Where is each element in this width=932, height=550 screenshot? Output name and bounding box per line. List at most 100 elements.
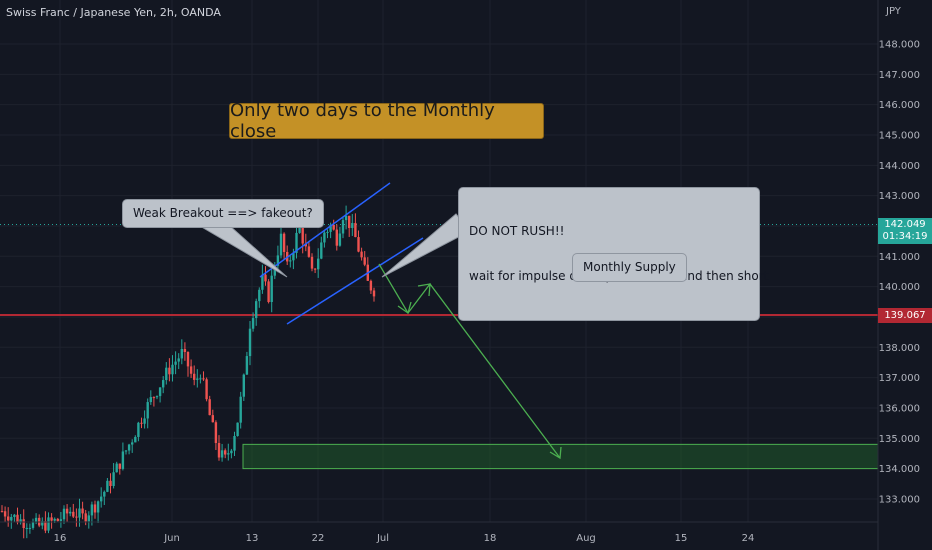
candle-body bbox=[261, 274, 264, 290]
candle-body bbox=[301, 224, 304, 244]
candle-body bbox=[332, 224, 335, 230]
candle-body bbox=[354, 223, 357, 238]
chart-title: Swiss Franc / Japanese Yen, 2h, OANDA bbox=[6, 6, 221, 19]
banner-note[interactable]: Only two days to the Monthly close bbox=[229, 100, 544, 142]
candle-body bbox=[87, 515, 90, 522]
candle-body bbox=[171, 364, 174, 375]
x-tick-label: 13 bbox=[246, 533, 259, 544]
candle-body bbox=[233, 436, 236, 451]
candle-body bbox=[62, 508, 66, 520]
projection-path bbox=[378, 263, 561, 459]
candle-body bbox=[242, 374, 245, 397]
candle-body bbox=[81, 508, 84, 514]
candle-body bbox=[25, 527, 28, 529]
candle-body bbox=[96, 501, 100, 513]
candle-body bbox=[41, 521, 44, 526]
candle-body bbox=[3, 511, 7, 517]
candle-body bbox=[251, 318, 255, 329]
candle-body bbox=[22, 519, 25, 529]
candle-body bbox=[363, 257, 366, 265]
candle-body bbox=[289, 260, 292, 262]
candle-body bbox=[202, 378, 205, 380]
monthly-supply-callout[interactable]: Monthly Supply bbox=[572, 253, 687, 282]
candle-body bbox=[344, 215, 348, 221]
candle-body bbox=[183, 349, 187, 353]
candle-body bbox=[227, 453, 230, 455]
candle-body bbox=[180, 349, 183, 359]
candle-body bbox=[211, 415, 214, 423]
candle-body bbox=[16, 514, 19, 523]
candle-body bbox=[50, 517, 53, 521]
candle-body bbox=[168, 367, 171, 375]
candle-body bbox=[103, 491, 106, 497]
do-not-rush-title: DO NOT RUSH!! bbox=[469, 224, 565, 238]
y-tick-label: 145.000 bbox=[879, 130, 920, 141]
candle-body bbox=[137, 422, 140, 437]
candle-body bbox=[304, 243, 307, 247]
candle-body bbox=[134, 436, 137, 443]
candle-body bbox=[313, 268, 317, 270]
candle-body bbox=[258, 289, 261, 302]
x-tick-label: 22 bbox=[312, 533, 325, 544]
weak-breakout-callout[interactable]: Weak Breakout ==> fakeout? bbox=[122, 199, 324, 228]
projection-arrow-2 bbox=[417, 283, 431, 297]
candle-body bbox=[270, 275, 273, 303]
y-tick-label: 144.000 bbox=[879, 161, 920, 172]
current-price: 142.049 bbox=[884, 219, 926, 230]
candle-body bbox=[140, 422, 143, 424]
candle-body bbox=[273, 265, 276, 276]
candle-body bbox=[93, 504, 97, 513]
candle-body bbox=[72, 511, 75, 517]
candle-body bbox=[127, 444, 131, 451]
x-tick-label: 18 bbox=[484, 533, 497, 544]
candle-body bbox=[230, 450, 233, 454]
candle-body bbox=[357, 237, 360, 252]
y-tick-label: 141.000 bbox=[879, 252, 920, 263]
candle-body bbox=[44, 521, 47, 531]
candle-body bbox=[47, 517, 50, 531]
candle-body bbox=[217, 443, 221, 458]
candle-body bbox=[193, 373, 196, 380]
y-tick-label: 134.000 bbox=[879, 464, 920, 475]
bar-countdown: 01:34:19 bbox=[882, 231, 928, 242]
candle-body bbox=[165, 367, 168, 381]
candle-body bbox=[267, 281, 270, 303]
candle-body bbox=[208, 399, 211, 416]
y-tick-label: 138.000 bbox=[879, 343, 920, 354]
candle-body bbox=[100, 496, 103, 502]
y-tick-label: 136.000 bbox=[879, 403, 920, 414]
candle-body bbox=[264, 274, 267, 282]
candle-body bbox=[326, 231, 329, 233]
candle-body bbox=[224, 450, 227, 455]
candle-body bbox=[0, 511, 4, 513]
candle-body bbox=[239, 396, 242, 423]
axis-currency: JPY bbox=[886, 6, 901, 17]
y-tick-label: 137.000 bbox=[879, 373, 920, 384]
candle-body bbox=[149, 397, 152, 403]
candle-body bbox=[115, 463, 118, 473]
candle-body bbox=[59, 519, 63, 521]
candle-body bbox=[143, 418, 146, 424]
candle-body bbox=[199, 378, 202, 380]
candle-body bbox=[75, 516, 78, 518]
candle-body bbox=[53, 518, 56, 521]
x-tick-label: Jul bbox=[376, 533, 389, 544]
candle-body bbox=[186, 352, 190, 367]
candle-body bbox=[335, 229, 338, 246]
price-axis-bg bbox=[878, 0, 932, 550]
x-tick-label: Jun bbox=[163, 533, 180, 544]
candle-body bbox=[329, 224, 332, 232]
candle-body bbox=[220, 450, 224, 458]
channel-upper-line bbox=[259, 182, 391, 278]
candle-body bbox=[65, 508, 69, 514]
candle-body bbox=[69, 511, 72, 514]
candle-body bbox=[298, 224, 301, 233]
candle-body bbox=[121, 451, 125, 469]
candle-body bbox=[282, 233, 286, 252]
candle-body bbox=[292, 252, 295, 261]
candle-body bbox=[351, 223, 354, 228]
candle-body bbox=[78, 508, 81, 518]
candle-body bbox=[323, 232, 326, 243]
candle-body bbox=[19, 519, 22, 523]
